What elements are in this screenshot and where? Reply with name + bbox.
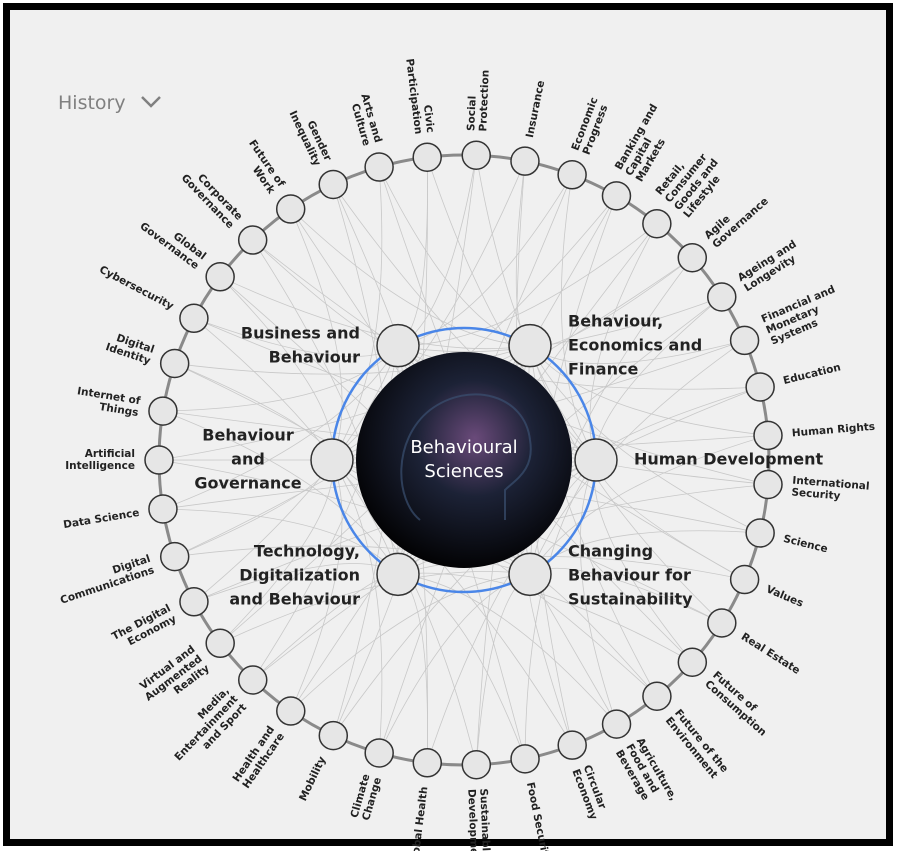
outer-node[interactable] (558, 731, 586, 759)
outer-node[interactable] (754, 421, 782, 449)
outer-node[interactable] (678, 648, 706, 676)
outer-node[interactable] (462, 751, 490, 779)
inner-node[interactable] (575, 439, 617, 481)
center-circle (356, 352, 572, 568)
outer-node[interactable] (558, 161, 586, 189)
outer-node[interactable] (239, 666, 267, 694)
outer-node[interactable] (180, 588, 208, 616)
outer-node[interactable] (678, 244, 706, 272)
outer-node[interactable] (277, 195, 305, 223)
outer-node[interactable] (413, 143, 441, 171)
outer-node[interactable] (708, 609, 736, 637)
outer-node[interactable] (145, 446, 173, 474)
inner-node[interactable] (311, 439, 353, 481)
outer-node[interactable] (462, 141, 490, 169)
inner-node[interactable] (509, 325, 551, 367)
outer-node[interactable] (149, 495, 177, 523)
outer-node[interactable] (643, 682, 671, 710)
outer-node[interactable] (161, 543, 189, 571)
outer-node[interactable] (161, 349, 189, 377)
outer-node[interactable] (365, 153, 393, 181)
outer-node[interactable] (149, 397, 177, 425)
outer-node[interactable] (365, 739, 393, 767)
outer-node[interactable] (602, 182, 630, 210)
outer-node[interactable] (511, 745, 539, 773)
outer-node[interactable] (643, 210, 671, 238)
outer-node[interactable] (277, 697, 305, 725)
outer-node[interactable] (239, 226, 267, 254)
outer-node[interactable] (413, 749, 441, 777)
outer-node[interactable] (731, 566, 759, 594)
inner-node[interactable] (377, 553, 419, 595)
outer-node[interactable] (746, 373, 774, 401)
outer-node[interactable] (206, 629, 234, 657)
outer-label: SustainableDevelopment (465, 788, 492, 851)
outer-node[interactable] (319, 170, 347, 198)
inner-node[interactable] (509, 553, 551, 595)
outer-node[interactable] (206, 263, 234, 291)
inner-node[interactable] (377, 325, 419, 367)
outer-node[interactable] (180, 304, 208, 332)
outer-node[interactable] (319, 722, 347, 750)
inner-label: Human Development (634, 450, 823, 469)
outer-node[interactable] (603, 710, 631, 738)
outer-node[interactable] (731, 326, 759, 354)
outer-node[interactable] (511, 147, 539, 175)
outer-node[interactable] (708, 283, 736, 311)
filter-label[interactable]: History (58, 92, 126, 114)
diagram: BehaviouralSciences History SocialProtec… (0, 0, 898, 851)
outer-node[interactable] (746, 519, 774, 547)
outer-node[interactable] (754, 471, 782, 499)
